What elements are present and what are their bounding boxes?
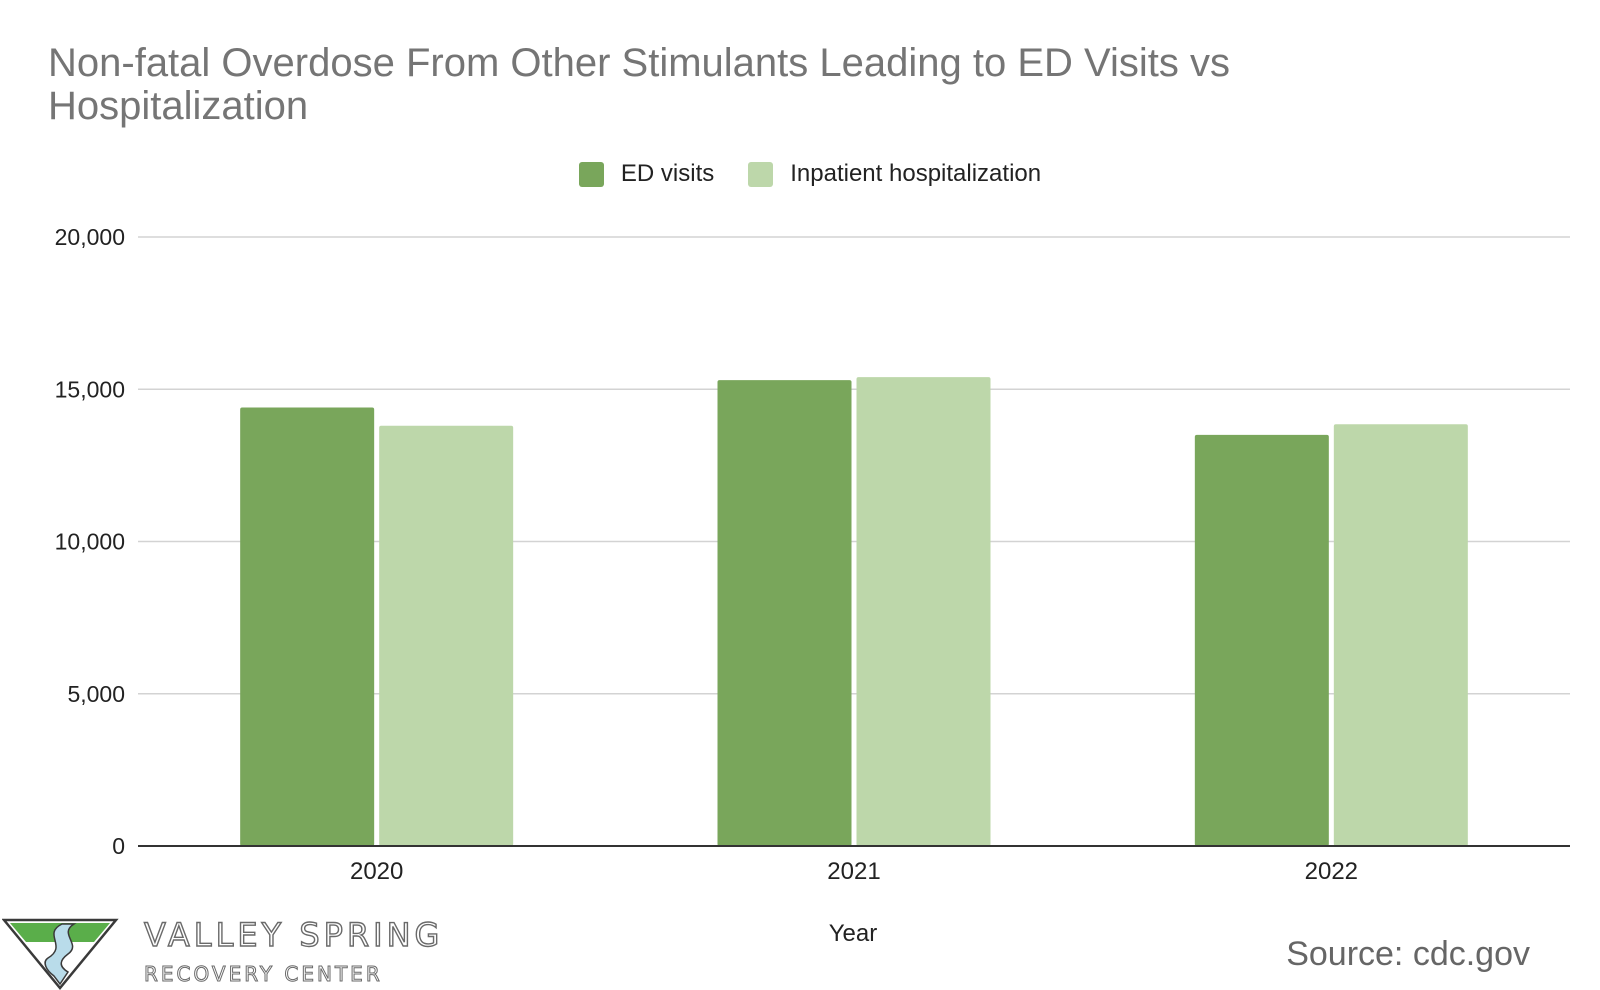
bar-inpatient-2021 — [856, 377, 991, 846]
gridlines — [138, 236, 1570, 695]
legend-item-inpatient: Inpatient hospitalization — [748, 160, 1041, 188]
brand-name: VALLEY SPRING — [143, 915, 444, 954]
x-tick-label: 2020 — [350, 858, 403, 885]
bar-inpatient-2022 — [1333, 424, 1468, 846]
bar-ed-visits-2021 — [717, 380, 852, 846]
bar-ed-visits-2020 — [240, 407, 375, 846]
bars — [240, 377, 1468, 846]
legend-item-ed-visits: ED visits — [578, 160, 715, 188]
y-tick-label: 20,000 — [55, 224, 125, 250]
brand-subtitle: RECOVERY CENTER — [144, 962, 383, 987]
valley-spring-logo-icon — [2, 918, 119, 990]
x-tick-label: 2021 — [827, 858, 880, 885]
y-axis-ticks: 0 5,000 10,000 15,000 20,000 — [55, 224, 125, 859]
legend-swatch-inpatient — [748, 161, 774, 187]
bar-ed-visits-2022 — [1194, 434, 1329, 846]
legend-label-ed-visits: ED visits — [620, 160, 715, 187]
bar-inpatient-2020 — [379, 425, 514, 846]
x-tick-label: 2022 — [1305, 858, 1358, 885]
legend-label-inpatient: Inpatient hospitalization — [790, 160, 1042, 187]
x-axis-ticks: 2020 2021 2022 — [350, 858, 1358, 885]
y-tick-label: 15,000 — [55, 376, 125, 402]
y-tick-label: 0 — [112, 833, 125, 859]
y-tick-label: 5,000 — [67, 681, 125, 707]
legend-swatch-ed-visits — [578, 161, 604, 187]
chart-legend: ED visits Inpatient hospitalization — [0, 160, 1600, 188]
brand-logo: VALLEY SPRING RECOVERY CENTER — [2, 915, 482, 990]
chart-title: Non-fatal Overdose From Other Stimulants… — [48, 41, 1230, 128]
x-axis-title: Year — [829, 920, 878, 947]
y-tick-label: 10,000 — [55, 529, 125, 555]
source-note: Source: cdc.gov — [1286, 935, 1530, 973]
